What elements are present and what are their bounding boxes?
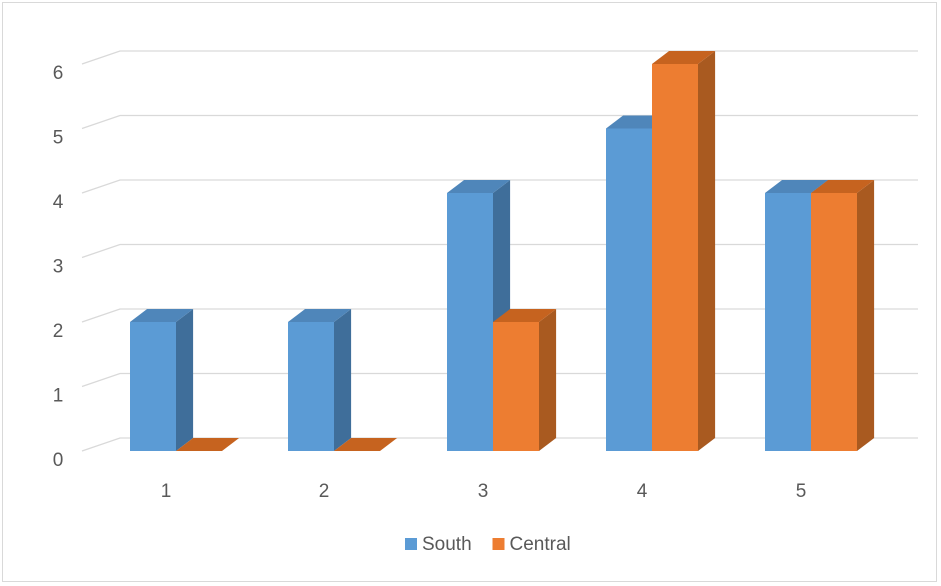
x-tick-label: 4 (637, 481, 648, 502)
bar-front-face (765, 193, 811, 451)
bar (652, 51, 716, 451)
x-tick-label: 5 (796, 481, 807, 502)
gridline (81, 114, 918, 130)
bar-top-face (447, 180, 511, 193)
bar-top-face (130, 309, 194, 322)
x-tick-label: 2 (319, 481, 330, 502)
bar (493, 309, 557, 451)
bar-side-face (698, 51, 716, 451)
bar-side-face (539, 309, 557, 451)
bar (176, 438, 240, 452)
y-tick-label: 3 (53, 257, 64, 278)
legend-label: Central (510, 534, 571, 555)
bar-front-face (811, 193, 857, 451)
bar-top-face (811, 180, 875, 193)
legend-label: South (422, 534, 472, 555)
y-tick-label: 6 (53, 63, 64, 84)
bar-top-face (765, 180, 829, 193)
x-axis-tick-labels: 1 2 3 4 5 (161, 481, 807, 502)
bar (288, 309, 352, 451)
x-tick-label: 1 (161, 481, 172, 502)
bar-side-face (334, 309, 352, 451)
bar-top-face (334, 438, 398, 451)
y-tick-label: 1 (53, 386, 64, 407)
bar-front-face (493, 322, 539, 451)
bar-front-face (130, 322, 176, 451)
bar (130, 309, 194, 451)
bar-top-face (652, 51, 716, 64)
legend: South Central (405, 534, 571, 555)
legend-swatch (492, 538, 505, 550)
bar-side-face (176, 309, 194, 451)
bar-front-face (652, 64, 698, 451)
bar-top-face (176, 438, 240, 451)
bar-front-face (447, 193, 493, 451)
gridline (81, 50, 918, 65)
bar-side-face (857, 180, 875, 451)
bar-front-face (288, 322, 334, 451)
bar (811, 180, 875, 451)
y-tick-label: 4 (53, 192, 64, 213)
legend-swatch (405, 538, 417, 550)
y-tick-label: 2 (53, 321, 64, 342)
bar-top-face (288, 309, 352, 322)
bar (334, 438, 398, 452)
bar-top-face (493, 309, 557, 322)
x-tick-label: 3 (478, 481, 489, 502)
y-tick-label: 0 (53, 450, 64, 471)
bars (130, 51, 875, 452)
y-axis-tick-labels: 0 1 2 3 4 5 6 (53, 63, 64, 471)
y-tick-label: 5 (53, 128, 64, 149)
bar-front-face (606, 128, 652, 451)
